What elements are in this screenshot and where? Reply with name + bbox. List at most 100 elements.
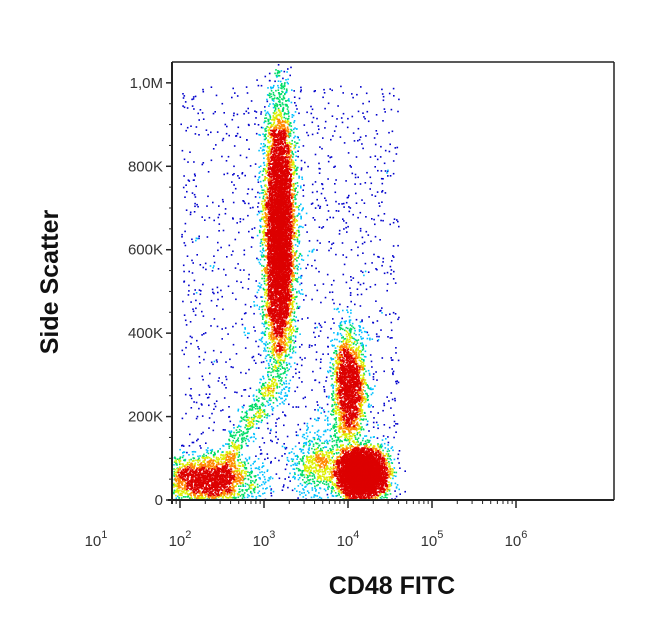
data-point <box>268 335 270 337</box>
data-point <box>262 218 264 220</box>
data-point <box>286 121 289 124</box>
data-point <box>190 125 192 127</box>
data-point <box>266 145 269 148</box>
data-point <box>353 332 356 335</box>
data-point <box>241 323 244 326</box>
data-point <box>369 176 372 179</box>
data-point <box>221 102 224 105</box>
data-point <box>300 159 303 162</box>
data-point <box>372 373 375 375</box>
data-point <box>290 318 292 321</box>
data-point <box>238 485 240 487</box>
data-point <box>243 253 246 256</box>
data-point <box>244 411 247 414</box>
data-point <box>288 158 291 160</box>
data-point <box>217 380 220 382</box>
data-point <box>338 441 341 443</box>
data-point <box>309 475 311 477</box>
data-point <box>260 452 263 455</box>
data-point <box>232 446 235 448</box>
data-point <box>365 424 368 426</box>
data-point <box>376 320 379 322</box>
data-point <box>267 139 269 142</box>
data-point <box>178 460 181 463</box>
data-point <box>243 496 246 499</box>
data-point <box>288 338 291 341</box>
data-point <box>182 496 185 498</box>
data-point <box>330 435 332 438</box>
data-point <box>275 425 277 427</box>
data-point <box>270 390 272 392</box>
data-point <box>186 107 189 109</box>
data-point <box>392 172 395 175</box>
data-point <box>365 288 368 291</box>
data-point <box>189 151 191 153</box>
data-point <box>262 287 265 290</box>
data-point <box>197 455 199 458</box>
data-point <box>248 332 250 335</box>
data-point <box>270 488 273 490</box>
data-point <box>190 388 192 390</box>
data-point <box>307 134 310 137</box>
data-point <box>275 370 278 372</box>
data-point <box>374 143 377 146</box>
data-point <box>339 323 342 325</box>
data-point <box>350 276 352 278</box>
data-point <box>238 231 240 234</box>
data-point <box>270 350 272 353</box>
data-point <box>359 305 362 307</box>
data-point <box>335 379 337 381</box>
data-point <box>319 475 321 477</box>
data-point <box>244 303 247 306</box>
data-point <box>236 447 239 450</box>
data-point <box>295 330 297 333</box>
data-point <box>264 134 266 136</box>
data-point <box>290 321 293 323</box>
data-point <box>340 320 343 323</box>
data-point <box>300 449 303 451</box>
data-point <box>349 324 352 326</box>
data-point <box>362 346 364 349</box>
data-point <box>300 215 302 218</box>
data-point <box>309 431 311 434</box>
data-point <box>262 206 265 209</box>
data-point <box>317 480 320 483</box>
data-point <box>194 196 197 198</box>
data-point <box>215 94 218 97</box>
data-point <box>393 425 396 427</box>
data-point <box>308 240 311 242</box>
data-point <box>391 337 393 339</box>
data-point <box>346 196 349 199</box>
data-point <box>357 423 360 426</box>
data-point <box>357 352 360 354</box>
data-point <box>219 448 221 450</box>
data-point <box>301 318 303 320</box>
data-point <box>241 470 243 472</box>
data-point <box>267 427 269 430</box>
data-point <box>381 445 384 447</box>
data-point <box>246 419 248 421</box>
data-point <box>363 396 365 398</box>
data-point <box>343 329 346 332</box>
data-point <box>183 95 186 97</box>
data-point <box>273 84 275 87</box>
data-point <box>361 143 363 145</box>
data-point <box>326 455 329 458</box>
data-point <box>291 139 293 142</box>
data-point <box>258 282 261 284</box>
data-point <box>348 435 350 438</box>
data-point <box>270 387 272 390</box>
data-point <box>395 486 398 488</box>
data-point <box>391 398 394 401</box>
data-point <box>204 332 207 334</box>
data-point <box>173 475 176 477</box>
data-point <box>356 421 359 424</box>
data-point <box>327 449 329 452</box>
data-point <box>272 351 274 354</box>
data-point <box>323 411 326 413</box>
data-point <box>260 403 263 406</box>
data-point <box>263 398 266 400</box>
data-point <box>266 289 268 292</box>
data-point <box>270 90 273 92</box>
data-point <box>383 442 386 445</box>
